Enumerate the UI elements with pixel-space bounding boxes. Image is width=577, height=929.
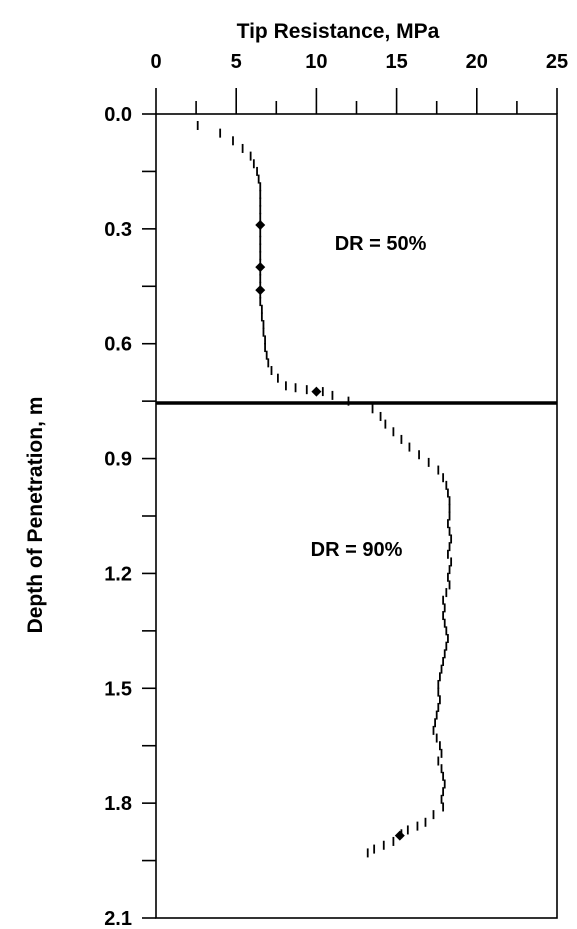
y-tick-label: 2.1 [104, 908, 132, 929]
x-tick-label: 10 [305, 51, 327, 73]
y-axis-title: Depth of Penetration, m [24, 397, 47, 634]
y-tick-label: 0.9 [104, 449, 132, 471]
axis-title-layer: Tip Resistance, MPa Depth of Penetration… [24, 20, 440, 633]
x-tick-label: 15 [385, 51, 407, 73]
x-axis-title: Tip Resistance, MPa [237, 20, 440, 43]
data-layer [196, 120, 453, 858]
y-tick-label: 1.2 [104, 563, 132, 585]
x-tick-label: 25 [546, 51, 568, 73]
annotation-layer: DR = 50% DR = 90% [311, 233, 427, 561]
y-tick-label: 0.0 [104, 104, 132, 126]
y-tick-label: 0.6 [104, 334, 132, 356]
x-tick-label: 5 [231, 51, 242, 73]
zone-annotation: DR = 90% [311, 539, 403, 561]
y-tick-label: 1.8 [104, 793, 132, 815]
y-tick-label: 0.3 [104, 219, 132, 241]
diamond-marker [394, 830, 405, 841]
diamond-marker [255, 262, 266, 273]
zone-annotation: DR = 50% [335, 233, 427, 255]
diamond-marker [255, 220, 266, 231]
x-tick-label: 20 [466, 51, 488, 73]
diamond-marker [311, 386, 322, 397]
y-tick-label: 1.5 [104, 678, 132, 700]
x-tick-label: 0 [150, 51, 161, 73]
tick-layer: 0 5 10 15 20 25 0.0 0.3 0.6 0.9 1.2 1.5 1.8 2.1 [104, 51, 568, 929]
diamond-marker [255, 285, 266, 296]
